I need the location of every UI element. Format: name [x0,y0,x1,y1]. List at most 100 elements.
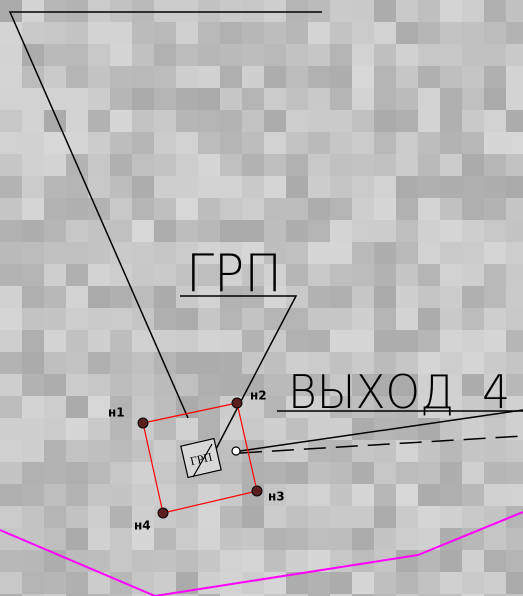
texture-tile [374,110,396,132]
texture-tile [506,154,523,176]
texture-tile [110,418,132,440]
texture-tile [506,198,523,220]
texture-tile [88,462,110,484]
texture-tile [44,572,66,594]
texture-tile [110,220,132,242]
texture-tile [242,110,264,132]
texture-tile [484,220,506,242]
texture-tile [374,506,396,528]
texture-tile [88,154,110,176]
texture-tile [462,66,484,88]
texture-tile [44,528,66,550]
texture-tile [66,286,88,308]
texture-tile [22,462,44,484]
point-marker [232,398,242,408]
texture-tile [352,462,374,484]
texture-tile [440,330,462,352]
texture-tile [264,374,286,396]
texture-tile [198,308,220,330]
texture-tile [110,330,132,352]
texture-tile [374,66,396,88]
texture-tile [308,418,330,440]
texture-tile [418,506,440,528]
texture-tile [440,242,462,264]
texture-tile [154,352,176,374]
texture-tile [220,506,242,528]
texture-tile [506,0,523,22]
texture-tile [484,132,506,154]
texture-tile [110,110,132,132]
texture-tile [88,484,110,506]
texture-tile [132,176,154,198]
texture-tile [352,308,374,330]
texture-tile [176,352,198,374]
texture-tile [308,66,330,88]
texture-tile [308,22,330,44]
texture-tile [110,154,132,176]
texture-tile [242,418,264,440]
texture-tile [110,88,132,110]
texture-tile [110,352,132,374]
texture-tile [308,286,330,308]
texture-tile [198,88,220,110]
point-label: н4 [134,519,151,533]
texture-tile [484,440,506,462]
texture-tile [484,242,506,264]
texture-tile [308,110,330,132]
texture-tile [484,176,506,198]
texture-tile [198,374,220,396]
texture-tile [154,528,176,550]
texture-tile [66,88,88,110]
texture-tile [198,220,220,242]
texture-tile [396,506,418,528]
texture-tile [374,308,396,330]
texture-tile [286,198,308,220]
texture-tile [418,176,440,198]
texture-tile [308,176,330,198]
texture-tile [176,550,198,572]
texture-tile [0,242,22,264]
page: ГРП н1 н2 н3 н4 ГРП ВЫХОД 4 (() => { con… [0,0,523,596]
texture-tile [484,264,506,286]
texture-tile [66,132,88,154]
texture-tile [22,440,44,462]
texture-tile [308,264,330,286]
texture-tile [286,242,308,264]
texture-tile [396,286,418,308]
texture-tile [418,44,440,66]
texture-tile [352,198,374,220]
texture-tile [0,44,22,66]
texture-tile [396,66,418,88]
texture-tile [88,264,110,286]
texture-tile [220,352,242,374]
texture-tile [110,22,132,44]
texture-tile [374,286,396,308]
texture-tile [286,88,308,110]
texture-tile [22,352,44,374]
texture-tile [110,66,132,88]
texture-tile [198,132,220,154]
texture-tile [220,132,242,154]
point-label: н2 [250,389,267,403]
point-label: н3 [268,490,285,504]
texture-tile [22,374,44,396]
texture-tile [88,330,110,352]
texture-tile [396,154,418,176]
texture-tile [242,22,264,44]
texture-tile [330,440,352,462]
texture-tile [462,110,484,132]
texture-tile [506,44,523,66]
texture-tile [220,462,242,484]
texture-tile [154,572,176,594]
texture-tile [264,66,286,88]
texture-tile [308,44,330,66]
texture-tile [0,572,22,594]
texture-tile [66,440,88,462]
texture-tile [44,440,66,462]
texture-tile [374,440,396,462]
texture-tile [220,528,242,550]
texture-tile [462,220,484,242]
texture-tile [264,132,286,154]
texture-tile [132,132,154,154]
texture-tile [330,286,352,308]
